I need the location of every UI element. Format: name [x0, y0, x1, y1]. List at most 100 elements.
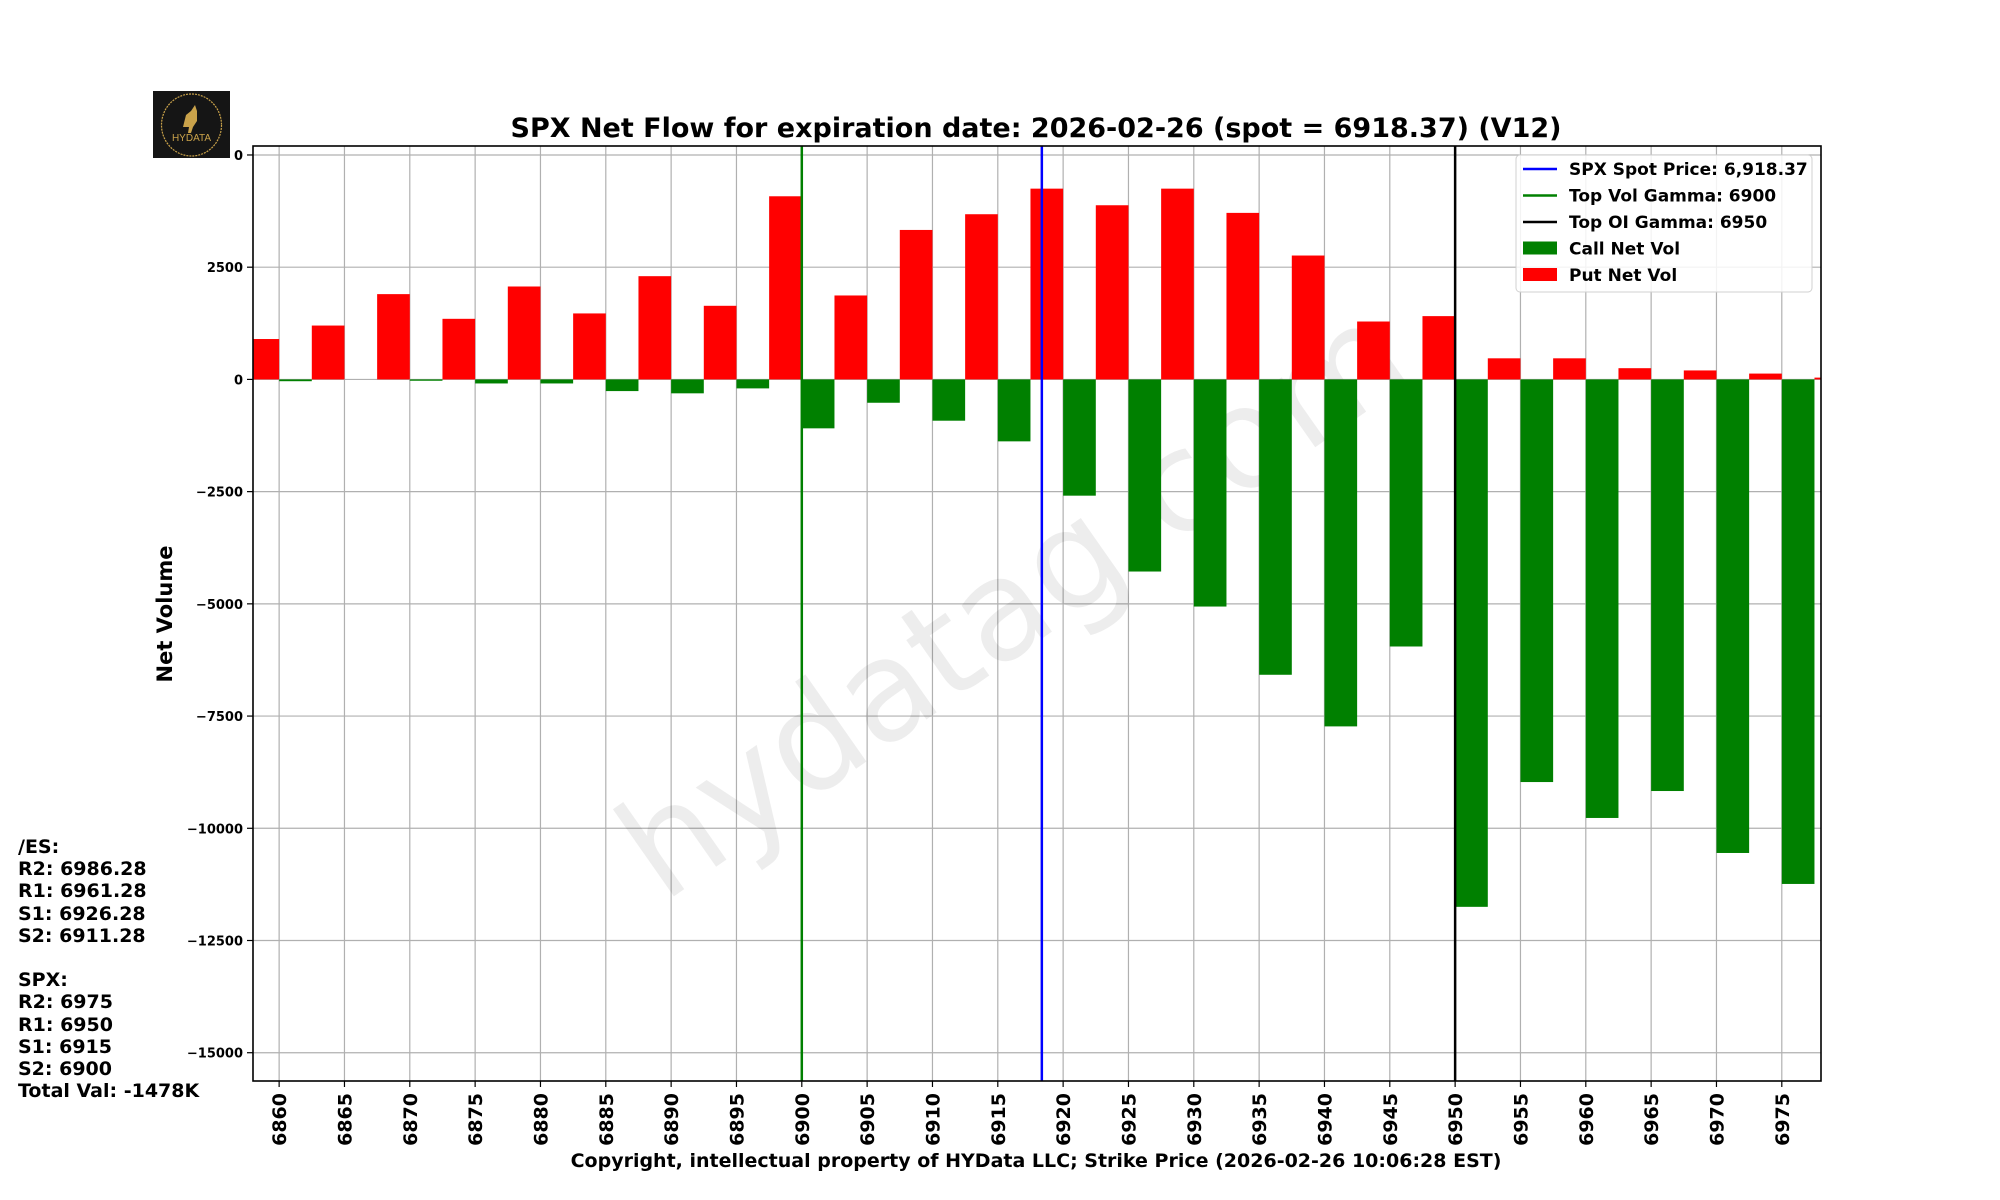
call-bar — [1716, 379, 1750, 853]
reference-lines — [800, 146, 1457, 1081]
put-bar — [311, 325, 345, 380]
put-bar — [1291, 255, 1325, 380]
call-bar — [1063, 379, 1096, 496]
put-bar — [638, 276, 672, 380]
put-bar — [834, 295, 868, 380]
put-bar — [965, 214, 998, 380]
legend-box — [1515, 154, 1813, 293]
call-bar — [1781, 379, 1815, 884]
put-bar — [769, 196, 802, 380]
x-tick-label: 6900 — [792, 1093, 814, 1146]
levels-panel: /ES: R2: 6986.28 R1: 6961.28 S1: 6926.28… — [18, 836, 199, 1102]
call-bar — [1259, 379, 1292, 675]
call-bar — [932, 379, 966, 421]
put-bar — [253, 339, 280, 380]
y-tick-label: −15000 — [187, 1047, 243, 1062]
es-level: R1: 6961.28 — [18, 880, 147, 903]
legend-patch-swatch — [1523, 241, 1557, 255]
call-bar — [1389, 379, 1423, 647]
x-tick-label: 6880 — [530, 1093, 552, 1146]
y-axis-label: Net Volume — [153, 546, 177, 683]
x-tick-label: 6925 — [1118, 1093, 1140, 1146]
put-bar — [1487, 358, 1521, 380]
put-bar — [377, 294, 410, 380]
put-bar — [573, 313, 606, 380]
chart-title: SPX Net Flow for expiration date: 2026-0… — [511, 113, 1562, 144]
spx-level: R2: 6975 — [18, 991, 113, 1014]
put-bar — [1357, 321, 1390, 380]
x-tick-label: 6870 — [400, 1093, 422, 1146]
x-axis-label: Copyright, intellectual property of HYDa… — [571, 1150, 1502, 1172]
y-tick-label: −5000 — [196, 598, 243, 613]
x-tick-label: 6885 — [596, 1093, 618, 1146]
legend-label: Top Vol Gamma: 6900 — [1569, 187, 1776, 207]
call-bar — [1651, 379, 1684, 792]
call-bar — [1585, 379, 1619, 818]
x-tick-label: 6930 — [1184, 1093, 1206, 1146]
put-bar — [899, 229, 933, 380]
put-bar — [1422, 316, 1456, 380]
x-tick-label: 6910 — [922, 1093, 944, 1146]
put-bar — [1030, 188, 1064, 380]
x-tick-label: 6915 — [988, 1093, 1010, 1146]
es-level: S2: 6911.28 — [18, 924, 146, 947]
x-tick-label: 6940 — [1314, 1093, 1336, 1146]
put-bar — [1683, 370, 1717, 380]
call-bar — [540, 379, 574, 384]
es-header: /ES: — [18, 836, 60, 858]
legend: SPX Spot Price: 6,918.37 Top Vol Gamma: 6… — [1515, 154, 1813, 293]
put-bar — [1095, 205, 1129, 380]
call-bar — [1324, 379, 1358, 727]
put-bar — [1618, 368, 1652, 380]
put-bar — [442, 318, 476, 380]
y-tick-label: −12500 — [187, 935, 243, 950]
y-axis-ticks: −15000 −12500 −10000 −7500 −5000 −2500 0 2500 0 — [187, 149, 253, 1062]
x-tick-label: 6970 — [1706, 1093, 1728, 1146]
put-bar — [1814, 377, 1821, 380]
call-bar — [1128, 379, 1162, 572]
x-tick-label: 6960 — [1576, 1093, 1598, 1146]
spx-level: S1: 6915 — [18, 1035, 112, 1058]
y-tick-label: −7500 — [196, 710, 243, 725]
put-bar — [1553, 358, 1586, 380]
hydata-logo: HYDATA — [153, 91, 230, 158]
svg-text:HYDATA: HYDATA — [172, 133, 211, 144]
x-tick-label: 6860 — [269, 1093, 291, 1146]
put-bar — [1161, 188, 1194, 380]
spx-level: S2: 6900 — [18, 1058, 112, 1081]
plot-frame — [252, 145, 1822, 1082]
legend-label: SPX Spot Price: 6,918.37 — [1569, 160, 1808, 180]
x-tick-label: 6875 — [465, 1093, 487, 1146]
spx-level: R1: 6950 — [18, 1013, 113, 1036]
y-tick-label: 2500 — [207, 261, 243, 276]
call-bar — [736, 379, 770, 389]
es-level: R2: 6986.28 — [18, 858, 147, 881]
x-tick-label: 6920 — [1053, 1093, 1075, 1146]
legend-patch-swatch — [1523, 268, 1557, 281]
call-bar — [1455, 379, 1488, 907]
call-bar — [279, 379, 312, 382]
call-bar — [801, 379, 835, 429]
x-tick-label: 6890 — [661, 1093, 683, 1146]
y-tick-label: −2500 — [196, 486, 243, 501]
legend-label: Call Net Vol — [1569, 240, 1680, 260]
put-bar — [1749, 373, 1782, 380]
call-bar — [997, 379, 1031, 442]
call-bar — [409, 379, 443, 381]
es-level: S1: 6926.28 — [18, 902, 146, 925]
y-tick-label: −10000 — [187, 822, 243, 837]
x-tick-label: 6905 — [857, 1093, 879, 1146]
x-tick-label: 6935 — [1249, 1093, 1271, 1146]
call-bar — [1193, 379, 1227, 607]
bars — [253, 188, 1821, 907]
put-bar — [507, 286, 541, 380]
x-tick-label: 6895 — [726, 1093, 748, 1146]
x-tick-label: 6945 — [1380, 1093, 1402, 1146]
x-tick-label: 6865 — [334, 1093, 356, 1146]
y-tick-label: 0 — [234, 373, 243, 388]
x-axis-ticks: 6860 6865 6870 6875 6880 6885 6890 6895 6900 6905… — [269, 1081, 1794, 1146]
put-bar — [1226, 212, 1260, 380]
spx-header: SPX: — [18, 969, 68, 992]
y-tick-label: 0 — [234, 149, 243, 164]
